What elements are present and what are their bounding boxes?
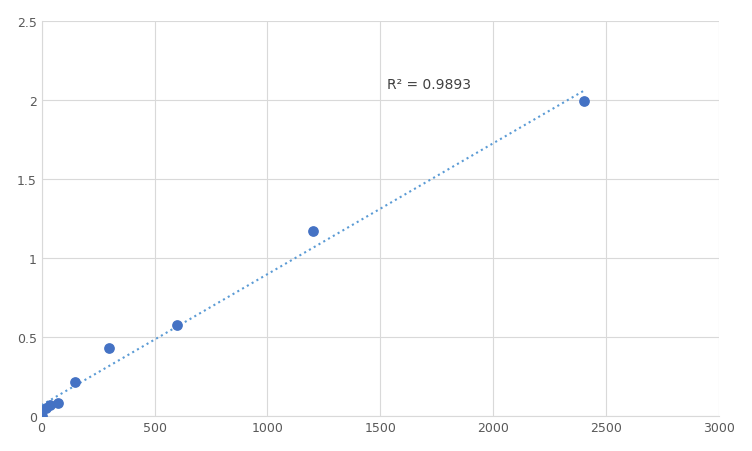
Point bbox=[40, 404, 52, 411]
Point bbox=[171, 322, 183, 329]
Point bbox=[307, 228, 319, 235]
Point bbox=[103, 345, 115, 352]
Point bbox=[53, 400, 65, 407]
Text: R² = 0.9893: R² = 0.9893 bbox=[387, 78, 472, 92]
Point bbox=[35, 412, 47, 419]
Point bbox=[69, 378, 81, 386]
Point bbox=[578, 99, 590, 106]
Point bbox=[44, 401, 56, 409]
